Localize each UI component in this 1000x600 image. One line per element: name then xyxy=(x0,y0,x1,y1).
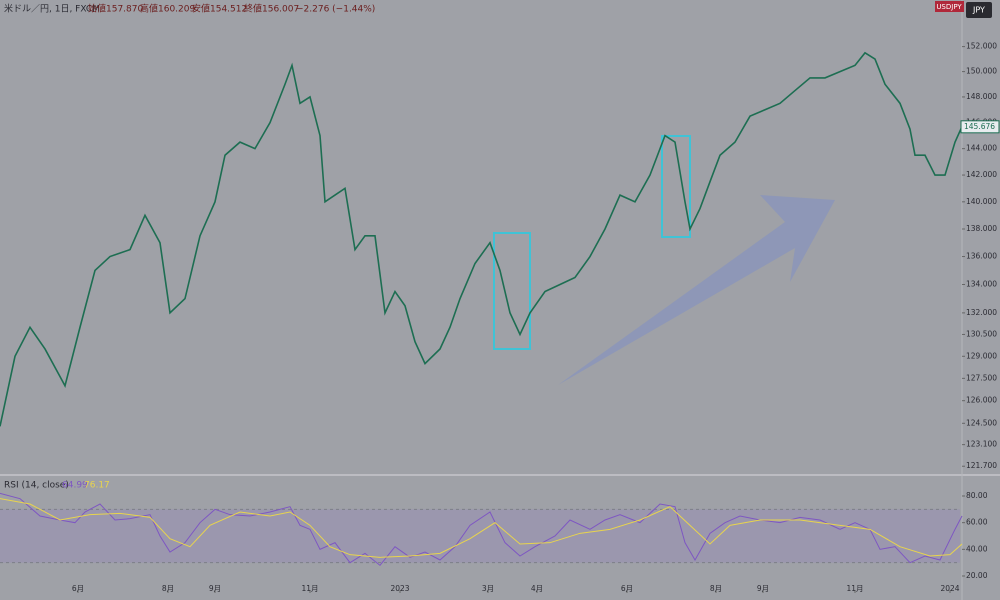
symbol: 米ドル／円, 1日, FXCM xyxy=(4,3,100,15)
series-line xyxy=(0,498,963,558)
series-line xyxy=(0,51,963,427)
ticker-badge xyxy=(935,1,964,12)
high: 高値160.209 xyxy=(140,3,195,15)
header: 米ドル／円, 1日, FXCM 始値157.870 高値160.209 安値15… xyxy=(4,3,375,15)
x-tick-label: 8月 xyxy=(710,584,722,593)
x-tick-label: 6月 xyxy=(621,584,633,593)
currency[interactable]: JPY xyxy=(972,6,985,15)
ticker: USDJPY xyxy=(936,3,962,11)
x-tick-label: 2024 xyxy=(940,584,959,593)
y-tick-label: 152.000 xyxy=(966,42,997,51)
y-tick-label: 127.500 xyxy=(966,373,997,382)
y-tick-label: 124.500 xyxy=(966,418,997,427)
y-tick-label: 123.100 xyxy=(966,440,997,449)
y-tick-label: 130.500 xyxy=(966,329,997,338)
y-tick-label: 148.000 xyxy=(966,92,997,101)
x-tick-label: 9月 xyxy=(209,584,221,593)
last-price: 145.676 xyxy=(964,122,995,131)
y-tick-label: 129.000 xyxy=(966,351,997,360)
trend-arrow xyxy=(558,195,835,385)
y-tick-label: 144.000 xyxy=(966,144,997,153)
panel-value: 76.17 xyxy=(84,481,110,491)
highlight-box xyxy=(493,232,531,350)
x-tick-label: 6月 xyxy=(72,584,84,593)
y-tick-label: 150.000 xyxy=(966,67,997,76)
x-tick-label: 9月 xyxy=(757,584,769,593)
x-tick-label: 4月 xyxy=(531,584,543,593)
x-tick-label: 3月 xyxy=(482,584,494,593)
close: 終値156.007 xyxy=(244,3,299,15)
y-tick-label: 80.00 xyxy=(966,491,988,500)
open: 始値157.870 xyxy=(88,3,143,15)
currency-button[interactable] xyxy=(966,2,992,18)
rsi-band xyxy=(0,509,960,563)
y-tick-label: 140.000 xyxy=(966,197,997,206)
x-tick-label: 11月 xyxy=(301,584,318,593)
y-tick-label: 138.000 xyxy=(966,224,997,233)
x-tick-label: 2023 xyxy=(390,584,409,593)
y-tick-label: 20.00 xyxy=(966,571,988,580)
x-tick-label: 8月 xyxy=(162,584,174,593)
last-price-box xyxy=(960,120,1000,134)
panel-value: 64.99 xyxy=(62,481,88,491)
series-line xyxy=(0,492,963,567)
y-tick-label: 136.000 xyxy=(966,252,997,261)
y-tick-label: 134.000 xyxy=(966,280,997,289)
y-tick-label: 40.00 xyxy=(966,544,988,553)
y-tick-label: 132.000 xyxy=(966,308,997,317)
low: 安値154.512 xyxy=(192,3,247,15)
y-tick-label: 60.00 xyxy=(966,518,988,527)
y-tick-label: 126.000 xyxy=(966,396,997,405)
panel-title: RSI (14, close) xyxy=(4,481,69,491)
y-tick-label: 121.700 xyxy=(966,461,997,470)
highlight-box xyxy=(661,135,691,238)
x-tick-label: 11月 xyxy=(846,584,863,593)
y-tick-label: 142.000 xyxy=(966,170,997,179)
change: −2.276 (−1.44%) xyxy=(296,5,375,15)
